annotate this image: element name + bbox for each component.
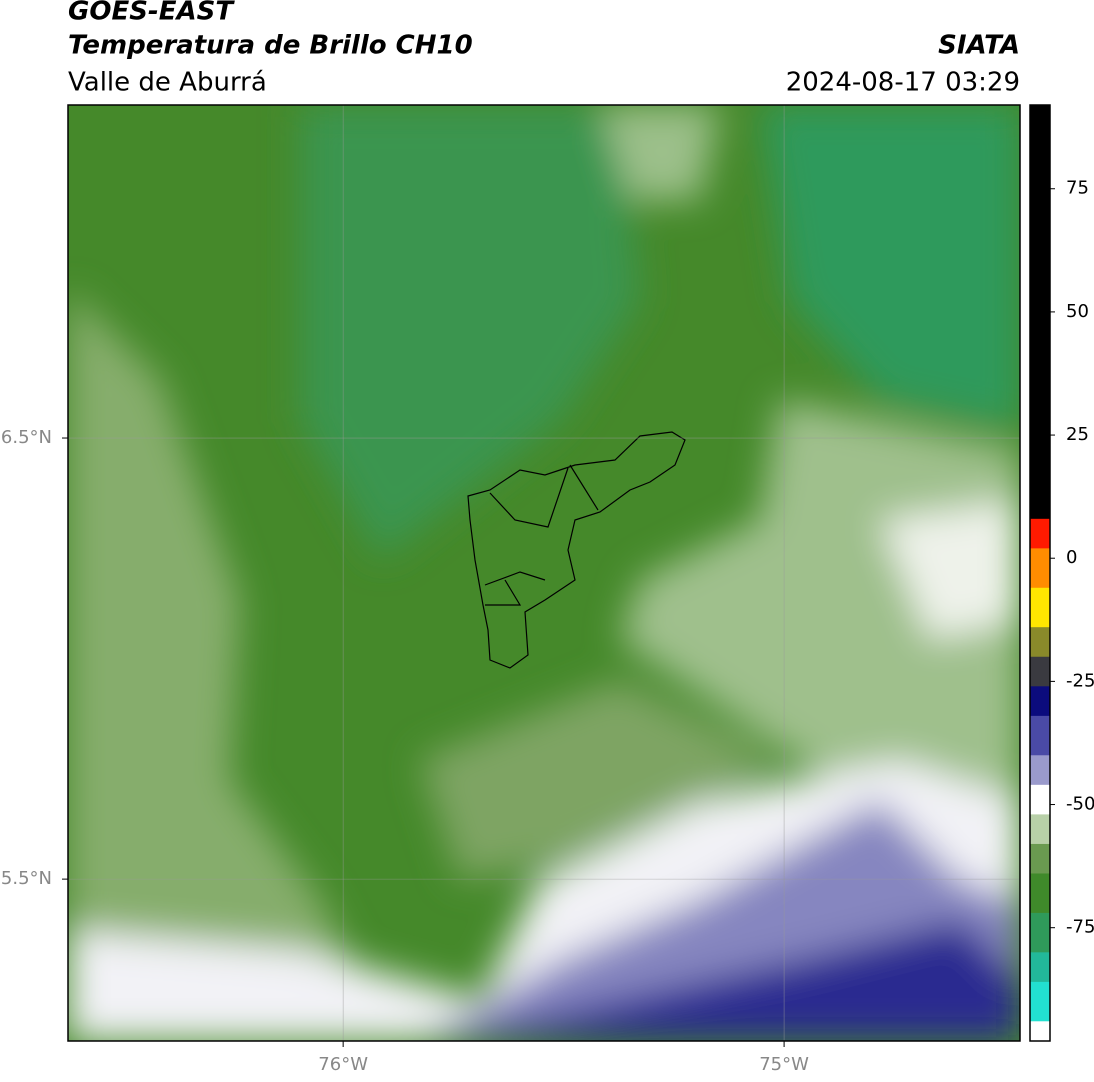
datetime: 2024-08-17 03:29 — [786, 68, 1020, 98]
colorbar-segment — [1030, 715, 1050, 756]
colorbar-segment — [1030, 843, 1050, 875]
colorbar-segment — [1030, 686, 1050, 717]
colorbar-tick-label: 0 — [1066, 547, 1077, 568]
map-image — [68, 105, 1020, 1041]
colorbar-segment — [1030, 105, 1050, 520]
colorbar-tick-label: -75 — [1066, 917, 1094, 938]
colorbar-segment — [1030, 981, 1050, 1022]
subtitle: Temperatura de Brillo CH10 — [68, 31, 473, 61]
lon-tick-label: 75°W — [759, 1054, 809, 1075]
colorbar-segment — [1030, 656, 1050, 687]
colorbar-tick-label: 25 — [1066, 424, 1089, 445]
colorbar-tick-label: -50 — [1066, 794, 1094, 815]
colorbar-frame — [1029, 104, 1051, 1042]
region: Valle de Aburrá — [68, 68, 267, 98]
source: SIATA — [938, 31, 1020, 61]
colorbar-segment — [1030, 548, 1050, 589]
colorbar-segment — [1030, 873, 1050, 914]
colorbar-tick-label: 75 — [1066, 178, 1089, 199]
lon-tick-label: 76°W — [318, 1054, 368, 1075]
colorbar-segment — [1030, 814, 1050, 845]
colorbar-segment — [1030, 755, 1050, 786]
municipality-boundaries — [467, 431, 686, 669]
lat-tick-label: 6.5°N — [1, 427, 52, 448]
map-frame — [67, 104, 1021, 1042]
lat-tick-label: 5.5°N — [1, 868, 52, 889]
colorbar-segment — [1030, 952, 1050, 983]
colorbar-segment — [1030, 627, 1050, 658]
colorbar-segment — [1030, 518, 1050, 549]
colorbar-segment — [1030, 784, 1050, 815]
colorbar-segment — [1030, 1021, 1050, 1042]
colorbar-tick-label: -25 — [1066, 670, 1094, 691]
colorbar-segment — [1030, 587, 1050, 628]
title: GOES-EAST — [68, 0, 235, 27]
colorbar-tick-label: 50 — [1066, 301, 1089, 322]
colorbar-segment — [1030, 912, 1050, 953]
